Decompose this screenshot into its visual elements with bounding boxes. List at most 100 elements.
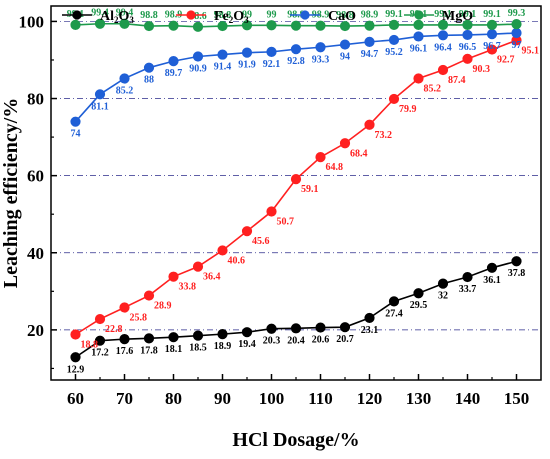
data-point xyxy=(339,322,351,333)
data-point xyxy=(94,18,106,29)
legend-label: Al2O3 xyxy=(100,9,134,25)
data-label: 33.7 xyxy=(459,284,477,295)
data-point xyxy=(413,288,424,299)
data-point xyxy=(70,352,81,363)
data-point xyxy=(70,329,81,340)
grid-lines xyxy=(51,21,541,331)
data-point xyxy=(511,27,522,39)
data-label: 95.2 xyxy=(385,47,403,58)
legend-marker xyxy=(186,10,196,20)
data-point xyxy=(119,73,130,84)
data-label: 79.9 xyxy=(399,104,417,115)
data-point xyxy=(437,278,449,289)
data-point xyxy=(192,261,204,272)
data-label: 99.1 xyxy=(385,9,403,20)
data-label: 91.4 xyxy=(214,62,232,73)
data-label: 99.1 xyxy=(483,9,501,20)
data-label: 17.8 xyxy=(140,345,158,356)
x-tick-label: 110 xyxy=(308,389,333,408)
data-point xyxy=(462,19,473,30)
data-label: 23.1 xyxy=(361,325,379,336)
data-point xyxy=(266,46,277,57)
data-point xyxy=(241,327,253,338)
data-point xyxy=(290,44,302,55)
data-point xyxy=(486,262,498,273)
data-point xyxy=(192,330,204,341)
data-point xyxy=(241,20,253,31)
x-tick-label: 120 xyxy=(357,389,383,408)
data-point xyxy=(70,19,81,30)
data-label: 17.2 xyxy=(91,348,109,359)
legend-marker xyxy=(72,10,82,20)
data-point xyxy=(315,20,326,31)
data-label: 87.4 xyxy=(448,75,466,86)
data-label: 99 xyxy=(267,9,277,20)
data-point xyxy=(511,256,522,267)
data-point xyxy=(143,290,155,301)
data-label: 98.8 xyxy=(140,10,158,21)
data-label: 73.2 xyxy=(375,130,393,141)
data-labels: 12.9 17.2 17.6 17.8 18.1 18.5 18.9 19.4 20.3 20.4… xyxy=(67,8,539,376)
data-label: 92.7 xyxy=(497,55,515,66)
data-point xyxy=(70,116,81,127)
data-point xyxy=(266,20,277,31)
data-label: 64.8 xyxy=(326,162,344,173)
data-point xyxy=(241,47,253,58)
legend-label: MgO xyxy=(442,9,473,24)
data-point xyxy=(486,29,498,40)
x-axis-title: HCl Dosage/% xyxy=(232,429,359,451)
data-label: 12.9 xyxy=(67,364,85,375)
data-point xyxy=(217,245,228,256)
data-point xyxy=(266,323,277,334)
data-point xyxy=(241,226,253,237)
data-label: 59.1 xyxy=(301,184,319,195)
data-point xyxy=(388,19,400,30)
data-label: 88 xyxy=(144,75,154,86)
data-point xyxy=(192,51,204,62)
data-point xyxy=(511,19,522,30)
data-point xyxy=(143,62,155,73)
data-point xyxy=(94,89,106,100)
data-point xyxy=(168,56,179,67)
data-label: 98.9 xyxy=(312,10,330,21)
data-point xyxy=(143,333,155,344)
data-label: 98.9 xyxy=(165,10,183,21)
data-point xyxy=(339,138,351,149)
data-label: 95.1 xyxy=(522,45,540,56)
data-point xyxy=(339,39,351,50)
data-label: 99.1 xyxy=(459,9,477,20)
data-point xyxy=(413,19,424,30)
x-tick-label: 80 xyxy=(165,389,182,408)
data-label: 94.7 xyxy=(361,49,379,60)
data-point xyxy=(94,335,106,346)
data-point xyxy=(119,302,130,313)
data-point xyxy=(462,29,473,41)
data-label: 98.6 xyxy=(189,11,207,22)
data-label: 18.5 xyxy=(189,343,207,354)
data-point xyxy=(290,323,302,334)
y-tick-label: 100 xyxy=(19,12,45,31)
data-label: 18.8 xyxy=(81,340,99,351)
data-label: 20.7 xyxy=(336,334,354,345)
data-label: 89.7 xyxy=(165,68,183,79)
data-point xyxy=(462,271,473,283)
x-tick-label: 60 xyxy=(67,389,84,408)
data-label: 81.1 xyxy=(91,101,109,112)
data-point xyxy=(168,332,179,343)
data-point xyxy=(217,20,228,32)
legend-marker xyxy=(300,10,310,20)
data-label: 20.6 xyxy=(312,335,330,346)
data-label: 92.8 xyxy=(287,56,305,67)
data-label: 36.4 xyxy=(203,272,221,283)
data-point xyxy=(364,20,375,31)
data-label: 85.2 xyxy=(424,83,442,94)
data-point xyxy=(388,34,400,46)
data-label: 99.1 xyxy=(434,9,452,20)
data-label: 91.9 xyxy=(238,60,256,71)
data-label: 22.8 xyxy=(105,324,123,335)
axis-ticks: 20 40 60 80 100 60 70 80 90 100 110 120 130 140 150 xyxy=(19,12,530,408)
data-label: 97 xyxy=(512,40,522,51)
data-label: 96.1 xyxy=(410,43,428,54)
